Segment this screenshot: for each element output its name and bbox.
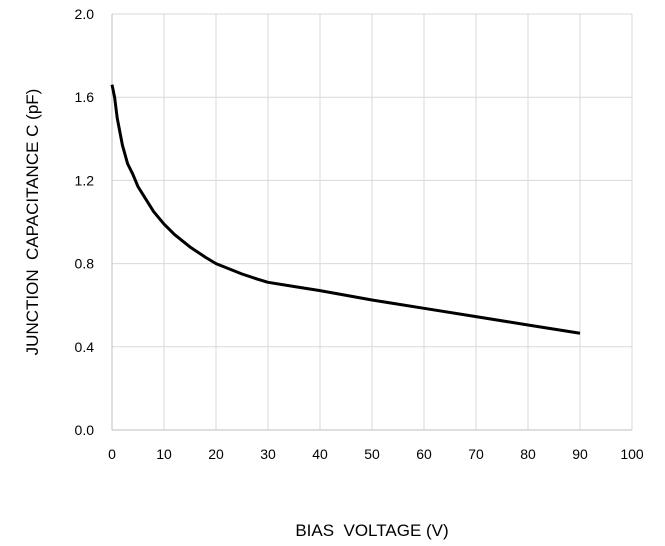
x-tick-label: 70 — [468, 446, 484, 462]
x-tick-label: 30 — [260, 446, 276, 462]
y-tick-label: 1.2 — [75, 172, 95, 188]
series-layer — [110, 84, 581, 335]
x-tick-label: 20 — [208, 446, 224, 462]
y-axis-ticks: 0.0 0.4 0.8 1.2 1.6 2.0 — [75, 6, 95, 438]
grid-lines — [112, 13, 633, 430]
x-tick-label: 90 — [572, 446, 588, 462]
y-tick-label: 0.0 — [75, 422, 95, 438]
x-axis-ticks: 0 10 20 30 40 50 60 70 80 90 100 — [108, 446, 644, 462]
y-tick-label: 0.4 — [75, 339, 95, 355]
y-tick-label: 0.8 — [75, 256, 95, 272]
x-tick-label: 80 — [520, 446, 536, 462]
x-tick-label: 60 — [416, 446, 432, 462]
y-tick-label: 1.6 — [75, 89, 95, 105]
x-axis-title: BIAS VOLTAGE (V) — [295, 521, 448, 540]
x-tick-label: 100 — [620, 446, 644, 462]
y-tick-label: 2.0 — [75, 6, 95, 22]
series-line-0 — [110, 84, 581, 335]
y-axis-title: JUNCTION CAPACITANCE C (pF) — [23, 89, 42, 356]
x-tick-label: 40 — [312, 446, 328, 462]
x-tick-label: 0 — [108, 446, 116, 462]
x-tick-label: 50 — [364, 446, 380, 462]
plot-frame — [111, 14, 632, 431]
x-tick-label: 10 — [156, 446, 172, 462]
